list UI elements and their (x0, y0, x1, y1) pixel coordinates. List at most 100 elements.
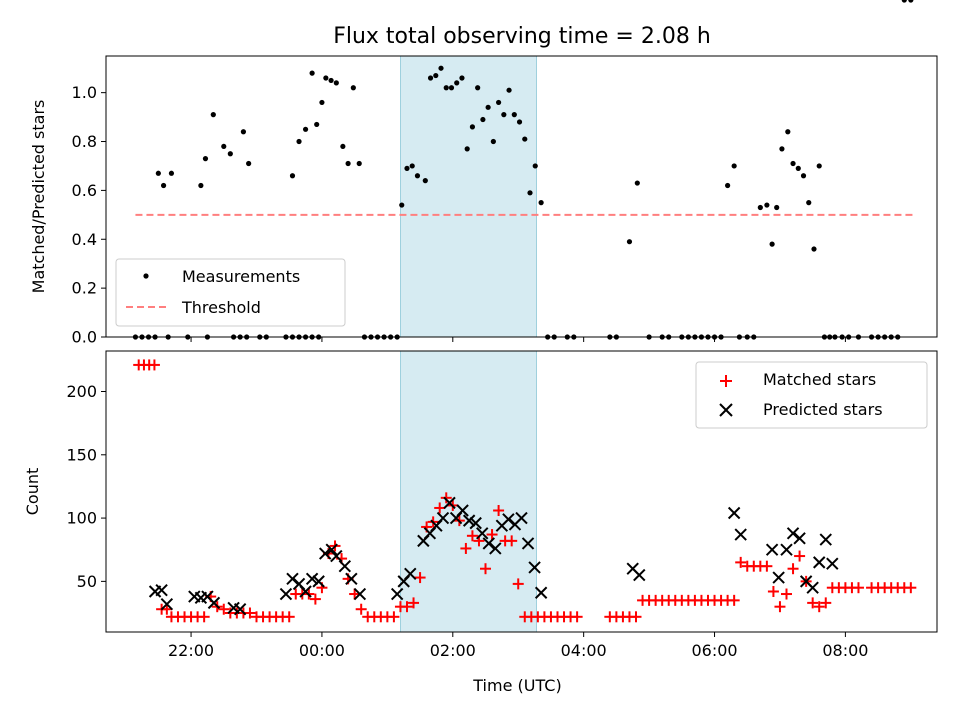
measurements-point (328, 77, 334, 84)
measurements-point (350, 85, 356, 91)
measurements-point (289, 173, 296, 179)
measurements-point (757, 204, 763, 211)
y-tick-label: 50 (77, 572, 97, 591)
measurements-point (626, 239, 633, 245)
bottom-panel-frame (105, 350, 938, 633)
measurements-point (155, 170, 161, 176)
measurements-point (399, 202, 405, 208)
measurements-point (240, 129, 247, 135)
matched-stars-point (493, 504, 505, 516)
y-tick-label: 0.2 (72, 279, 97, 298)
predicted-stars-point (353, 587, 367, 601)
predicted-stars-point (390, 587, 404, 601)
matched-stars-point (388, 611, 400, 623)
matched-stars-point (571, 611, 583, 623)
legend-matched-label: Matched stars (763, 370, 876, 389)
matched-stars-point (905, 582, 917, 594)
predicted-stars-point (312, 575, 325, 588)
matched-stars-point (440, 492, 452, 504)
measurements-point (538, 200, 544, 206)
matched-stars-point (852, 582, 864, 594)
legend-measurements-label: Measurements (182, 267, 300, 286)
measurements-point (816, 163, 822, 169)
bottom-panel-series (133, 359, 917, 623)
y-tick-label: 0.4 (72, 230, 97, 249)
legend-predicted-label: Predicted stars (763, 400, 883, 419)
measurements-point (345, 160, 351, 167)
measurements-point (800, 173, 807, 179)
ratio-panel: 0.0 0.2 0.4 0.6 0.8 1.0 Matched/Predicted sta… (29, 0, 938, 347)
measurements-point (160, 182, 167, 189)
matched-stars-point (480, 563, 492, 575)
measurements-point (806, 200, 812, 206)
predicted-stars-point (489, 542, 502, 555)
predicted-stars-point (404, 567, 417, 580)
predicted-stars-point (528, 561, 541, 574)
predicted-stars-point (469, 516, 482, 530)
measurements-point (459, 75, 465, 81)
bottom-legend-box (695, 361, 928, 429)
matched-stars-point (434, 502, 446, 514)
matched-stars-point (466, 530, 478, 542)
predicted-stars-point (813, 556, 826, 569)
measurements-point (634, 180, 640, 186)
predicted-stars-point (443, 496, 456, 510)
measurements-point (414, 173, 421, 179)
measurements-point (811, 246, 817, 252)
matched-stars-point (767, 585, 779, 597)
matched-stars-point (735, 556, 747, 568)
matched-stars-point (283, 611, 295, 623)
top-panel-frame (105, 55, 938, 338)
predicted-stars-point (521, 537, 535, 550)
measurements-point (774, 204, 780, 211)
predicted-stars-point (325, 543, 338, 556)
top-panel-ticks: 0.0 0.2 0.4 0.6 0.8 1.0 (72, 83, 846, 347)
measurements-point (302, 126, 309, 132)
matched-stars-point (408, 597, 420, 609)
predicted-stars-point (765, 543, 779, 556)
predicted-stars-point (299, 585, 312, 598)
measurements-point (501, 112, 507, 118)
y-tick-label: 0.6 (72, 181, 97, 200)
measurements-point (469, 124, 476, 130)
predicted-stars-point (515, 511, 528, 525)
measurements-point (908, 0, 914, 3)
measurements-point (246, 160, 252, 167)
predicted-stars-point (772, 571, 785, 584)
measurements-point (511, 112, 517, 118)
measurements-point (475, 85, 481, 91)
measurements-point (527, 190, 533, 196)
measurements-point (198, 182, 204, 189)
predicted-stars-point (734, 528, 747, 541)
matched-stars-point (728, 594, 740, 606)
measurements-point (227, 151, 233, 157)
predicted-stars-point (279, 587, 293, 601)
measurements-point (323, 75, 329, 81)
legend-matched-marker (720, 375, 732, 387)
bottom-legend: Matched stars Predicted stars (695, 361, 928, 429)
predicted-stars-point (819, 533, 832, 546)
measurements-point (480, 116, 486, 123)
matched-stars-point (349, 588, 361, 600)
matched-stars-point (781, 588, 793, 600)
legend-threshold-label: Threshold (181, 298, 261, 317)
predicted-stars-point (155, 584, 168, 597)
measurements-point (516, 119, 523, 125)
matched-stars-point (355, 603, 367, 615)
measurements-point (785, 129, 791, 135)
matched-stars-point (794, 550, 806, 562)
matched-stars-point (506, 535, 518, 547)
measurements-point (356, 160, 362, 167)
measurements-point (433, 72, 439, 79)
measurements-point (790, 160, 796, 167)
measurements-point (454, 80, 460, 86)
measurements-point (296, 138, 302, 145)
measurements-point (221, 143, 227, 150)
measurements-point (464, 146, 470, 152)
count-panel: 22:00 00:00 02:00 04:00 06:00 08:00 50 100 150 20… (23, 350, 938, 695)
chart-title: Flux total observing time = 2.08 h (333, 24, 711, 49)
matched-stars-point (401, 601, 413, 613)
measurements-point (731, 163, 737, 169)
matched-stars-point (309, 593, 321, 605)
measurements-point (769, 241, 775, 247)
